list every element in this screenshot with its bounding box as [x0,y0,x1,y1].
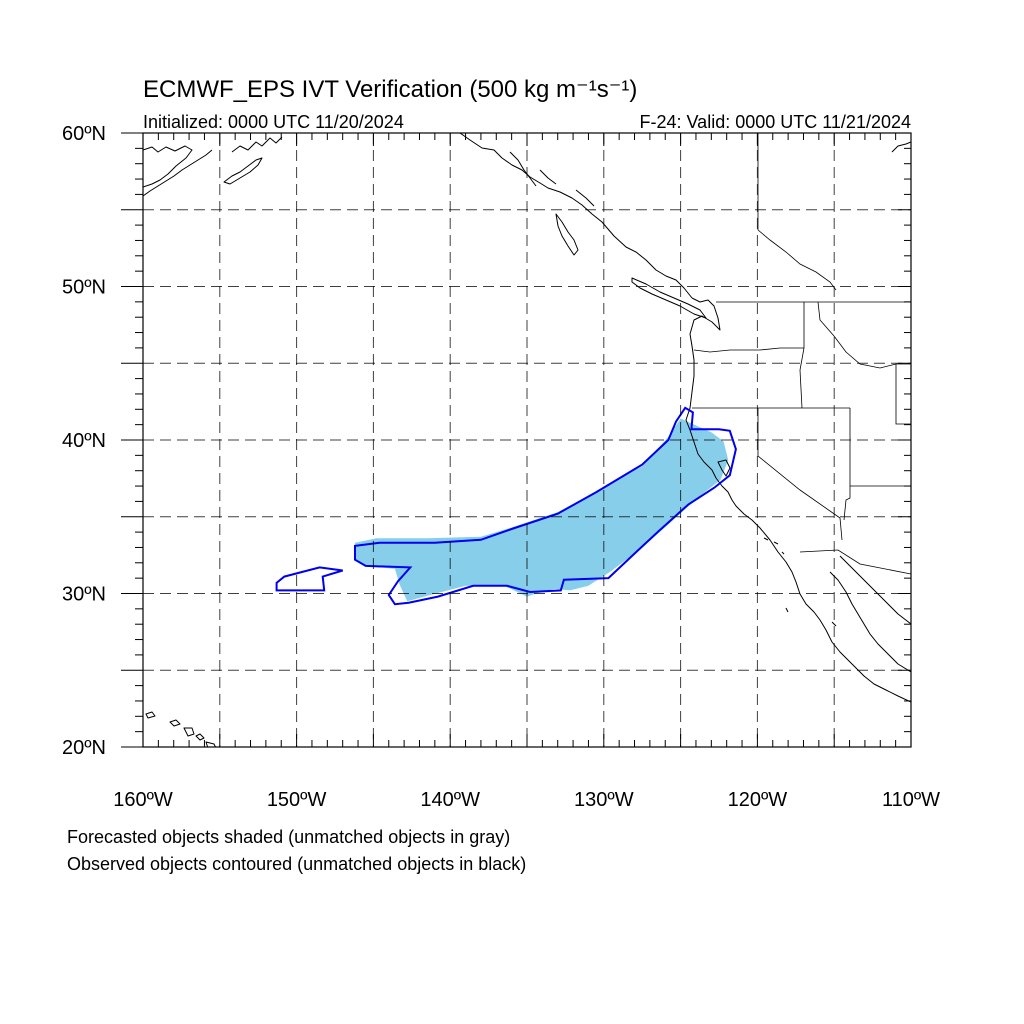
observed-objects-layer [275,406,737,606]
initialized-time: Initialized: 0000 UTC 11/20/2024 [143,112,404,132]
latitude-tick-label: 50ºN [62,277,106,299]
longitude-tick-label: 150ºW [267,789,327,811]
alaska-islands-coastline [509,151,595,207]
haida-gwaii-coastline [555,213,579,256]
longitude-tick-label: 130ºW [574,789,634,811]
map-plot-area [143,133,911,747]
graticule-layer [143,133,911,747]
oregon-idaho-border [799,302,805,409]
valid-time: F-24: Valid: 0000 UTC 11/21/2024 [640,112,912,132]
nevada-utah-border [843,408,851,521]
kodiak-island-coastline [223,157,263,185]
political-borders-layer [692,133,911,575]
forecast-ivt-object [355,418,729,602]
latitude-labels: 60ºN 50ºN 40ºN 30ºN 20ºN [62,123,106,759]
alaska-southeast-coastline [459,133,693,299]
legend-forecast-note: Forecasted objects shaded (unmatched obj… [67,827,510,847]
california-nevada-border [757,408,843,541]
us-mexico-border [799,549,911,575]
longitude-tick-label: 160ºW [113,789,173,811]
longitude-tick-label: 120ºW [728,789,788,811]
latitude-tick-label: 30ºN [62,584,106,606]
oregon-washington-border [693,347,804,353]
forecast-objects-layer [355,418,729,602]
legend-observed-note: Observed objects contoured (unmatched ob… [67,854,526,874]
vancouver-island-coastline [631,277,707,319]
longitude-tick-label: 140ºW [420,789,480,811]
northeast-coastline [891,141,911,153]
latitude-tick-label: 60ºN [62,123,106,145]
longitude-labels: 160ºW 150ºW 140ºW 130ºW 120ºW 110ºW [113,789,940,811]
coastlines-layer [143,133,911,747]
alaska-gulf-coastline [231,136,283,153]
alaska-canada-border [757,133,837,291]
observed-ivt-contour [354,406,737,606]
longitude-tick-label: 110ºW [882,789,940,811]
latitude-tick-label: 20ºN [62,737,106,759]
hawaii-islands-coastline [145,711,217,747]
alaska-peninsula-coastline [143,149,213,197]
idaho-montana-border [817,301,897,369]
map-title: ECMWF_EPS IVT Verification (500 kg m⁻¹s⁻… [143,76,637,103]
axis-ticks-layer [121,132,912,748]
alaska-coastline [143,145,193,188]
sf-bay-coastline [717,459,731,477]
us-west-coastline [685,297,911,703]
latitude-tick-label: 40ºN [62,430,106,452]
channel-islands-coastline [763,537,837,627]
observed-ivt-contour [275,566,343,592]
montana-border [895,363,911,425]
gulf-of-california-coastline [829,555,911,673]
